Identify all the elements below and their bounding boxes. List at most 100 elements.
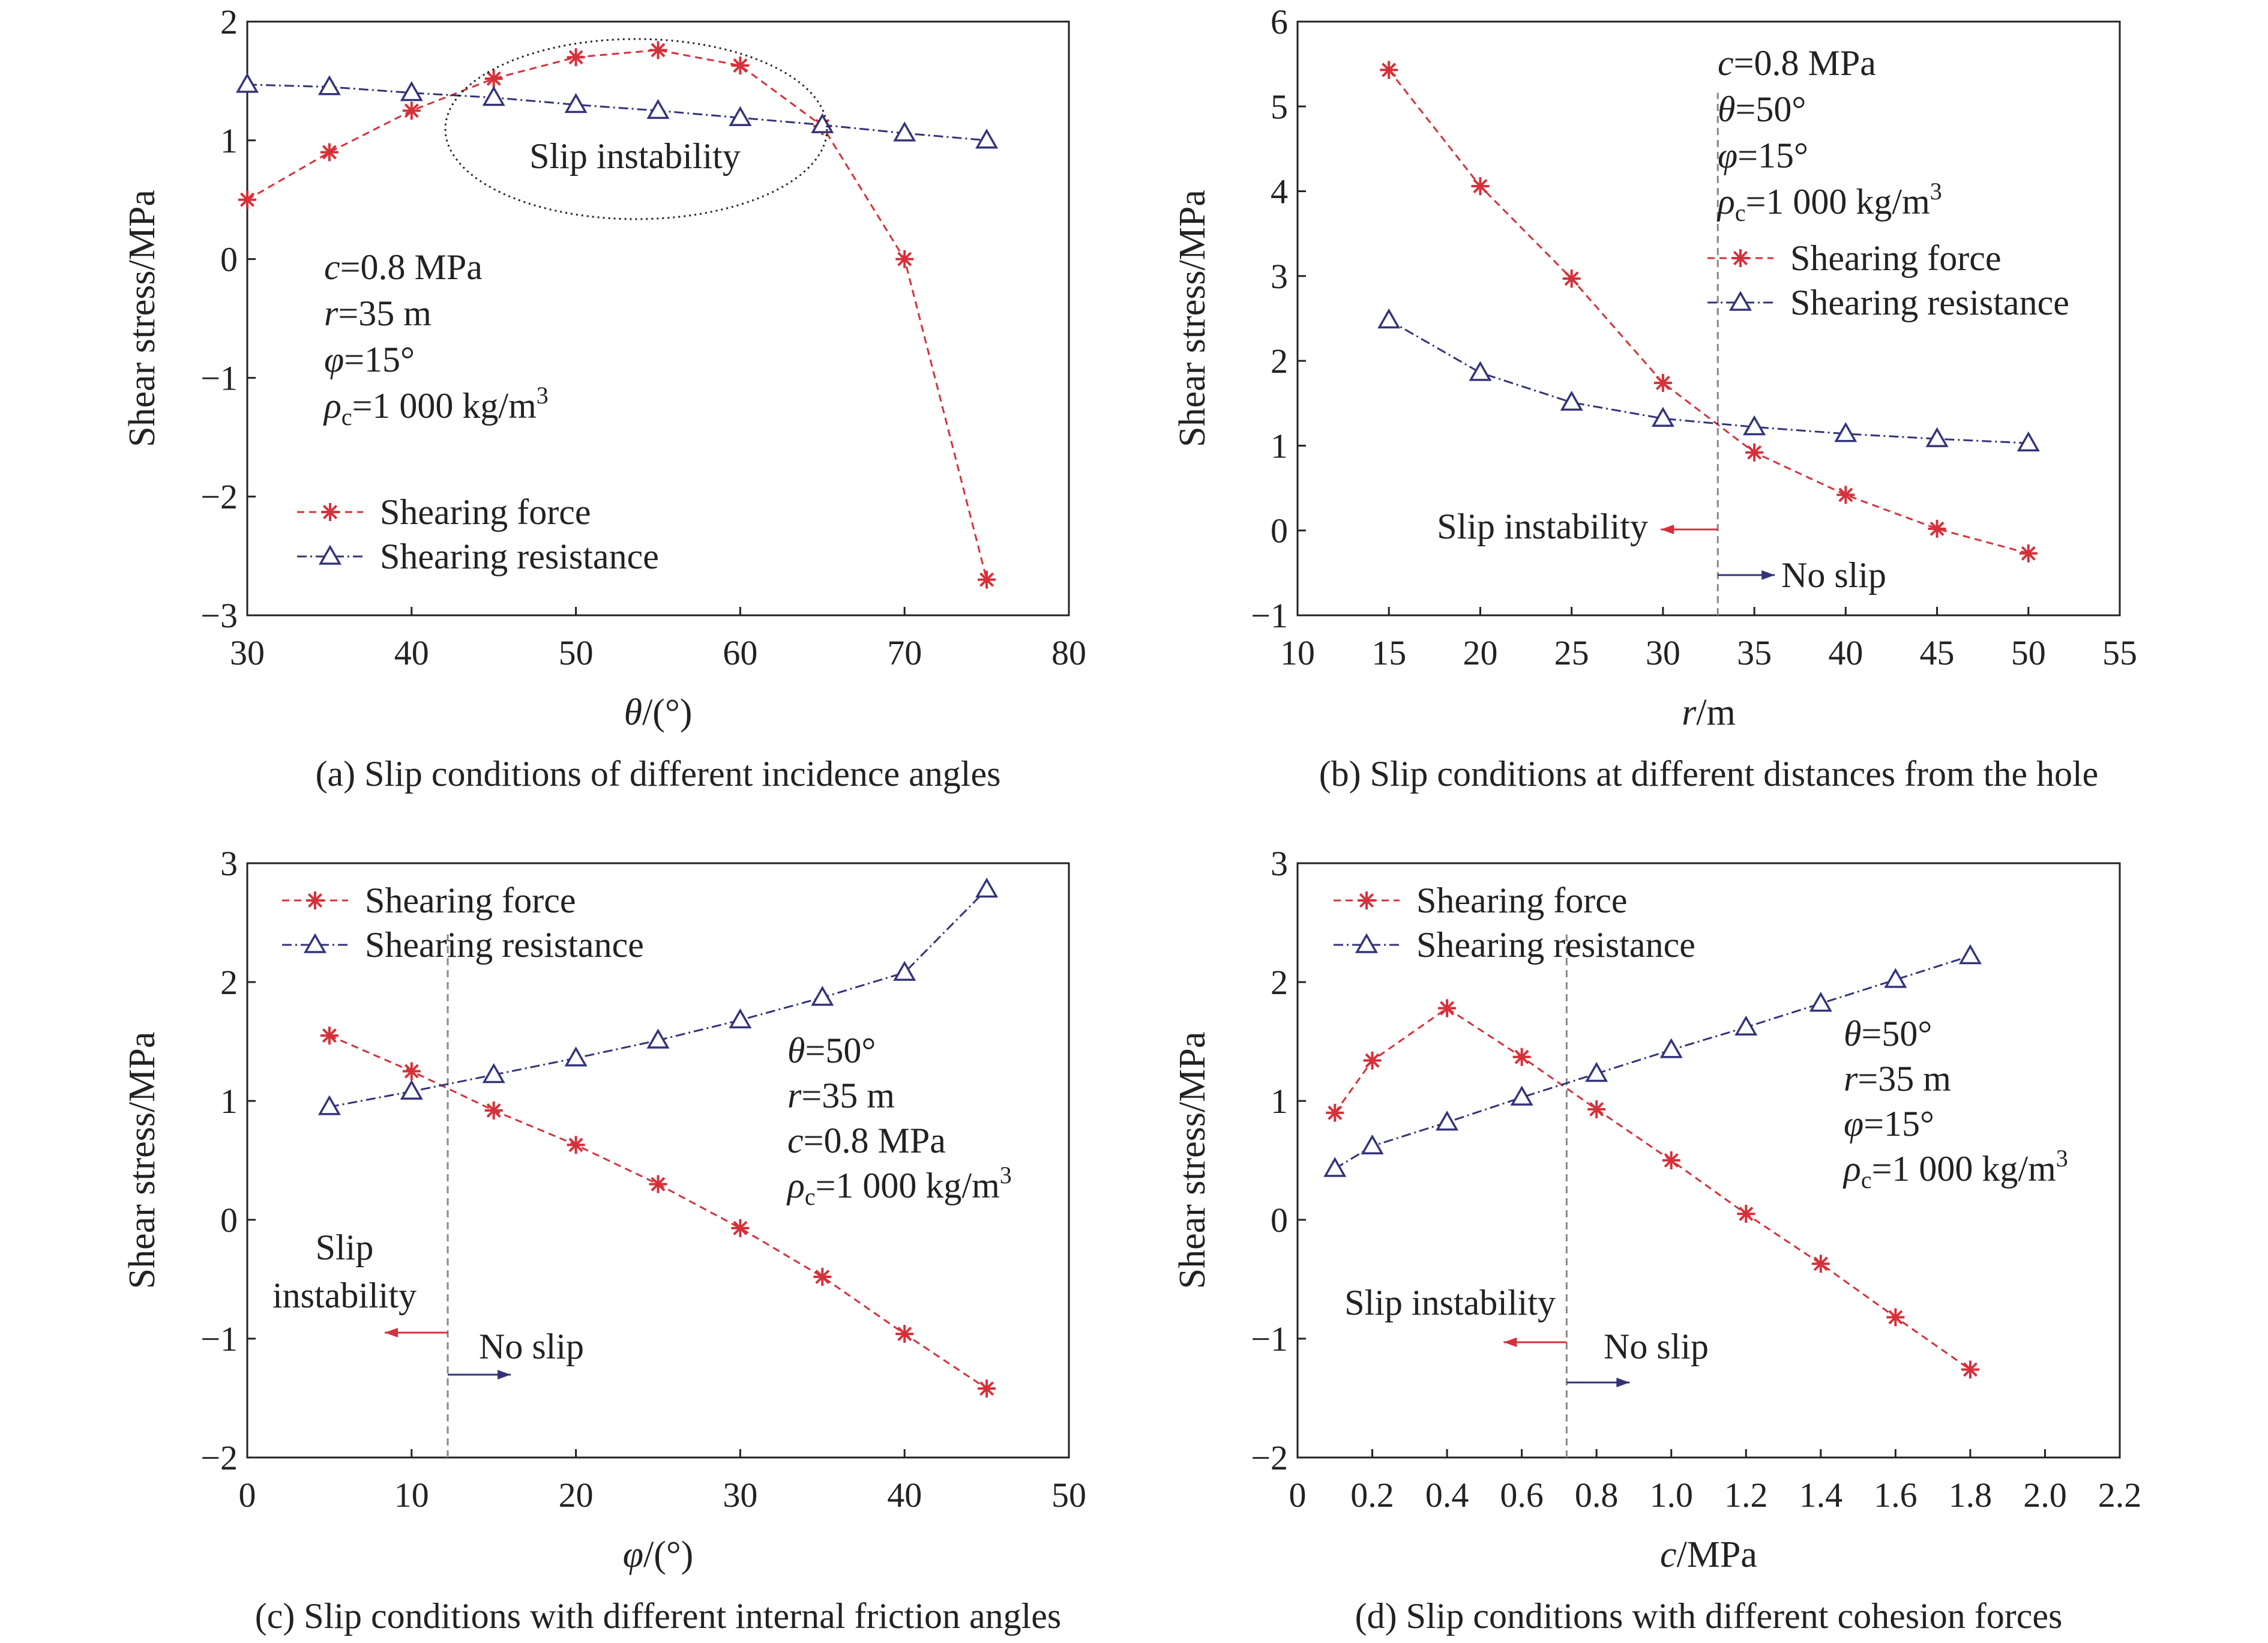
panel-caption: (d) Slip conditions with different cohes… <box>1355 1596 2063 1636</box>
x-tick-label: 60 <box>723 633 757 672</box>
data-point-shearing-force <box>2019 544 2038 562</box>
plot-frame <box>1296 20 2121 617</box>
arrow-head <box>1761 570 1775 580</box>
legend: Shearing force Shearing resistance <box>282 881 644 965</box>
x-axis-label: θ/(°) <box>624 692 693 733</box>
x-tick-label: 0.4 <box>1425 1476 1469 1515</box>
param-line: φ=15° <box>1718 136 1808 175</box>
data-point-shearing-resistance <box>975 878 999 898</box>
annotation-slip-instability-line2: instability <box>272 1276 417 1315</box>
data-point-shearing-force <box>1836 486 1855 504</box>
series-line-shearing-resistance <box>329 888 988 1108</box>
data-point-shearing-force <box>320 143 338 161</box>
y-tick-label: 0 <box>220 1201 238 1240</box>
x-tick-label: 80 <box>1051 633 1086 672</box>
x-tick-label: 10 <box>1280 633 1315 672</box>
legend-label: Shearing force <box>365 881 576 920</box>
data-point-shearing-resistance <box>564 1046 588 1067</box>
asterisk-stroke <box>897 1327 912 1342</box>
data-point-shearing-resistance <box>564 92 588 113</box>
y-axis-label: Shear stress/MPa <box>122 190 163 447</box>
asterisk-stroke <box>1888 1310 1903 1325</box>
y-axis-label: Shear stress/MPa <box>1172 190 1213 447</box>
data-point-shearing-force <box>649 41 667 59</box>
param-line: φ=15° <box>324 340 415 379</box>
asterisk-stroke <box>1473 179 1488 194</box>
data-point-shearing-resistance <box>1958 944 1982 965</box>
y-tick-label: 0 <box>1271 1201 1288 1240</box>
data-point-shearing-resistance <box>1925 427 1949 447</box>
data-point-shearing-force <box>567 1136 585 1154</box>
data-point-shearing-resistance <box>2017 431 2040 451</box>
asterisk-stroke <box>1930 521 1945 536</box>
y-tick-label: 2 <box>220 963 238 1002</box>
series-line-shearing-force <box>247 49 988 580</box>
x-tick-label: 45 <box>1920 633 1955 672</box>
data-point-shearing-resistance <box>646 1028 670 1049</box>
asterisk-stroke <box>1664 1153 1679 1168</box>
asterisk-stroke <box>1655 375 1670 390</box>
arrow-head <box>498 1370 511 1379</box>
data-point-shearing-force <box>1512 1048 1531 1066</box>
data-point-shearing-force <box>320 1026 338 1045</box>
x-tick-label: 30 <box>723 1476 757 1515</box>
legend-asterisk-marker <box>1358 891 1376 909</box>
x-tick-label: 0 <box>1289 1476 1307 1515</box>
asterisk-stroke <box>1963 1362 1978 1377</box>
x-tick-label: 0.6 <box>1500 1476 1544 1515</box>
slip-instability-ellipse <box>444 38 828 220</box>
data-point-shearing-resistance <box>482 86 505 106</box>
x-tick-label: 40 <box>394 633 429 672</box>
asterisk-stroke <box>733 58 748 73</box>
y-tick-label: 0 <box>220 240 238 279</box>
legend-triangle-marker <box>1355 933 1379 953</box>
annotation-slip-instability: Slip instability <box>1437 507 1648 546</box>
x-tick-label: 30 <box>1646 633 1680 672</box>
asterisk-stroke <box>651 1177 666 1192</box>
asterisk-stroke <box>1564 271 1579 286</box>
asterisk-stroke <box>1440 1001 1455 1016</box>
annotation-slip-instability-line1: Slip <box>316 1228 374 1267</box>
asterisk-stroke <box>733 1220 748 1235</box>
data-point-shearing-force <box>1961 1360 1979 1379</box>
arrow-head <box>1503 1337 1517 1347</box>
param-line: c=0.8 MPa <box>787 1121 946 1160</box>
legend-label: Shearing resistance <box>1790 283 2069 322</box>
param-line: ρc=1 000 kg/m3 <box>786 1162 1012 1210</box>
legend: Shearing force Shearing resistance <box>297 492 659 576</box>
asterisk-stroke <box>1328 1105 1343 1120</box>
x-tick-label: 50 <box>1051 1476 1086 1515</box>
param-line: θ=50° <box>1718 89 1806 129</box>
plot-frame <box>246 20 1070 617</box>
data-point-shearing-force <box>1811 1255 1830 1273</box>
x-tick-label: 25 <box>1554 633 1589 672</box>
y-tick-label: 6 <box>1271 2 1288 41</box>
legend-label: Shearing resistance <box>365 925 644 965</box>
y-tick-label: 1 <box>1271 1082 1288 1121</box>
param-line: ρc=1 000 kg/m3 <box>1716 178 1942 226</box>
arrow-right <box>1566 1378 1630 1387</box>
x-tick-label: 1.8 <box>1949 1476 1993 1515</box>
arrow-right <box>1718 570 1775 580</box>
annotation-no-slip: No slip <box>1781 555 1886 595</box>
legend-label: Shearing resistance <box>380 537 659 576</box>
chart-panel-c: 0 10 20 30 40 50 −2 −1 0 1 2 3 φ/(°) Shear stress/MPa… <box>122 844 1086 1636</box>
y-tick-label: −1 <box>200 1319 238 1358</box>
param-line: θ=50° <box>1844 1014 1932 1054</box>
y-tick-label: −1 <box>1251 596 1288 635</box>
y-tick-label: −3 <box>200 596 238 635</box>
x-tick-label: 30 <box>230 633 265 672</box>
asterisk-stroke <box>1739 1207 1754 1222</box>
x-tick-label: 40 <box>887 1476 922 1515</box>
data-point-shearing-force <box>1326 1103 1344 1122</box>
legend-asterisk-marker <box>321 503 339 521</box>
arrow-head <box>385 1328 399 1337</box>
data-point-shearing-resistance <box>482 1063 505 1084</box>
asterisk-stroke <box>568 1138 583 1153</box>
data-point-shearing-resistance <box>1834 422 1857 442</box>
param-line: ρc=1 000 kg/m3 <box>1842 1145 2068 1193</box>
legend: Shearing force Shearing resistance <box>1334 881 1695 965</box>
x-axis-label: φ/(°) <box>623 1534 694 1575</box>
arrow-left <box>385 1328 448 1337</box>
asterisk-stroke <box>568 50 583 65</box>
